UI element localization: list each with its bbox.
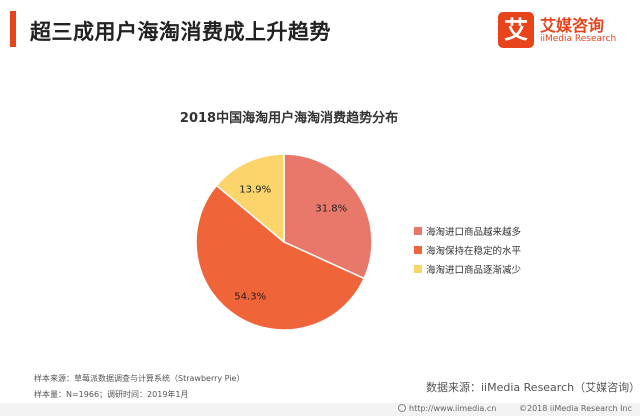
- legend-swatch-3: [414, 265, 422, 273]
- website-url[interactable]: http://www.iimedia.cn: [398, 404, 496, 413]
- logo-mark-icon: 艾: [498, 12, 534, 48]
- chart-title: 2018中国海淘用户海淘消费趋势分布: [179, 111, 399, 126]
- pie-data-label-3: 13.9%: [239, 185, 271, 196]
- legend-label-2: 海淘保持在稳定的水平: [426, 246, 522, 257]
- pie-slice-3: [215, 153, 285, 244]
- copyright-note: ©2018 iiMedia Research Inc: [519, 404, 632, 413]
- title-accent-bar: [10, 11, 16, 47]
- legend-label-1: 海淘进口商品越来越多: [426, 227, 522, 238]
- globe-icon: [398, 404, 406, 412]
- pie-slice-1: [283, 153, 373, 280]
- legend-swatch-2: [414, 246, 422, 254]
- page-title: 超三成用户海淘消费成上升趋势: [30, 20, 331, 44]
- data-source-note: 数据来源：iiMedia Research（艾媒咨询）: [426, 381, 640, 394]
- bottom-strip: [0, 403, 640, 416]
- website-url-text: http://www.iimedia.cn: [409, 404, 497, 413]
- logo-name-cn: 艾媒咨询: [540, 16, 605, 35]
- legend-swatch-1: [414, 227, 422, 235]
- pie-slice-2: [195, 184, 366, 331]
- sample-source-note: 样本来源：草莓派数据调查与计算系统（Strawberry Pie）: [34, 374, 245, 383]
- sample-size-note: 样本量：N=1966；调研时间：2019年1月: [34, 390, 189, 399]
- pie-data-label-1: 31.8%: [315, 204, 347, 215]
- brand-logo: 艾 艾媒咨询 iiMedia Research: [498, 12, 634, 52]
- legend-label-3: 海淘进口商品逐渐减少: [426, 265, 522, 276]
- logo-name-en: iiMedia Research: [540, 34, 617, 44]
- pie-data-label-2: 54.3%: [234, 292, 266, 303]
